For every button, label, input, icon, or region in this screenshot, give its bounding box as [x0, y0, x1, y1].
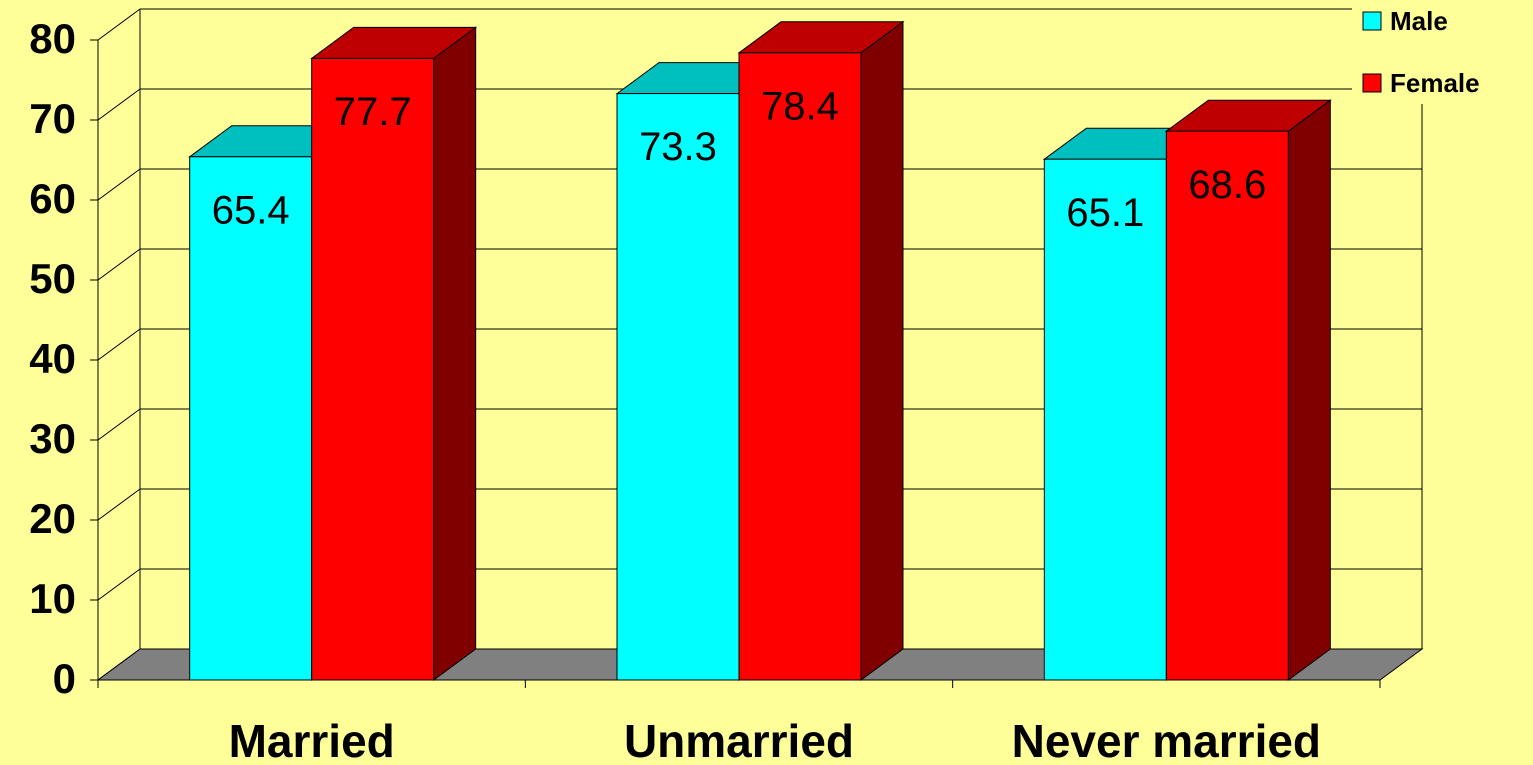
- y-tick-label: 0: [53, 655, 76, 702]
- y-tick-label: 10: [29, 575, 76, 622]
- data-label: 78.4: [761, 84, 839, 128]
- y-tick-label: 50: [29, 255, 76, 302]
- grid-line: [97, 8, 141, 41]
- data-label: 65.1: [1066, 191, 1144, 235]
- y-tick-label: 70: [29, 95, 76, 142]
- data-label: 68.6: [1188, 163, 1266, 207]
- data-label: 65.4: [212, 188, 290, 232]
- y-tick-label: 40: [29, 335, 76, 382]
- bar: [738, 52, 862, 681]
- y-tick-label: 30: [29, 415, 76, 462]
- grid-line: [97, 88, 141, 121]
- grid-line: [97, 568, 141, 601]
- y-tick-label: 20: [29, 495, 76, 542]
- legend-swatch: [1362, 11, 1382, 31]
- data-label: 73.3: [639, 125, 717, 169]
- x-tick-label: Unmarried: [624, 715, 854, 765]
- data-label: 77.7: [334, 90, 412, 134]
- x-tick-label: Married: [229, 715, 395, 765]
- bar-side: [1287, 99, 1331, 681]
- bar-side: [433, 26, 477, 681]
- bar: [1043, 158, 1167, 681]
- grid-line: [97, 408, 141, 441]
- grid-line: [97, 168, 141, 201]
- legend-label: Female: [1390, 68, 1480, 98]
- bar: [1165, 130, 1289, 681]
- bar: [616, 93, 740, 681]
- y-tick-label: 60: [29, 175, 76, 222]
- grid-line: [97, 328, 141, 361]
- legend-label: Male: [1390, 6, 1448, 36]
- legend-swatch: [1362, 73, 1382, 93]
- legend-bg: [1352, 0, 1533, 104]
- y-tick-label: 80: [29, 15, 76, 62]
- bar: [189, 156, 313, 681]
- grid-line: [97, 488, 141, 521]
- bar: [311, 57, 435, 681]
- grid-line: [97, 248, 141, 281]
- bar-side: [860, 20, 904, 681]
- x-tick-label: Never married: [1012, 715, 1321, 765]
